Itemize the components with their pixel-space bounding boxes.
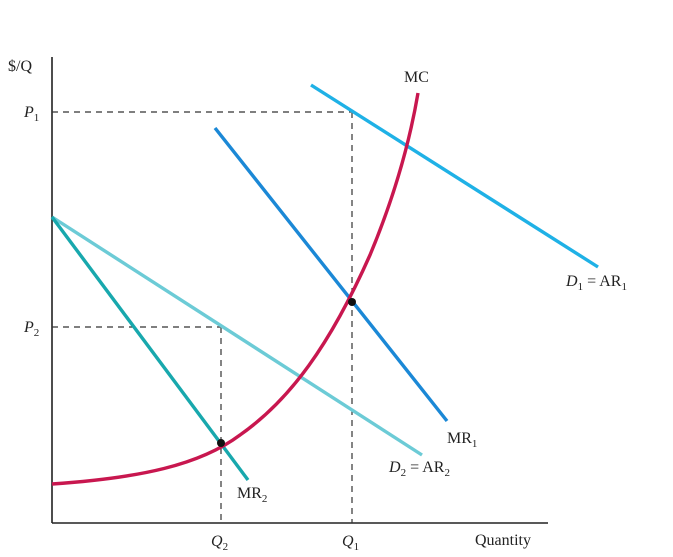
d2-ar2-curve xyxy=(51,215,423,457)
mc-curve xyxy=(51,92,420,486)
mc-label: MC xyxy=(404,69,429,86)
mr2-curve xyxy=(50,215,250,482)
mr2-label: MR2 xyxy=(237,485,267,505)
p2-label: P2 xyxy=(23,319,39,339)
p1-label: P1 xyxy=(23,104,39,124)
y-axis-label: $/Q xyxy=(8,58,32,75)
q1-mc-intersection-dot xyxy=(348,298,356,306)
d1-ar1-curve xyxy=(310,83,599,269)
d1-ar1-label: D1 = AR1 xyxy=(565,273,627,293)
mr1-curve xyxy=(213,126,449,423)
q1-label: Q1 xyxy=(342,533,359,553)
q2-mc-intersection-dot xyxy=(217,439,225,447)
x-axis-label: Quantity xyxy=(475,532,531,549)
mr1-label: MR1 xyxy=(447,430,477,450)
d2-ar2-label: D2 = AR2 xyxy=(388,459,450,479)
q2-label: Q2 xyxy=(211,533,228,553)
